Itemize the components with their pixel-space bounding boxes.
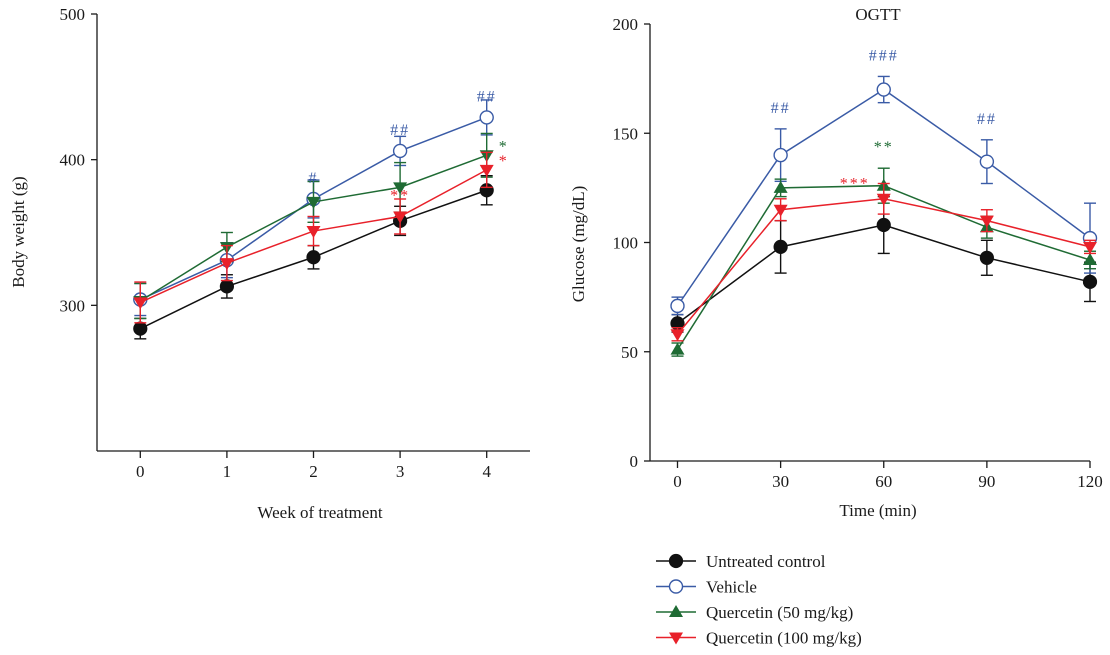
data-point bbox=[670, 342, 685, 355]
legend-item: Quercetin (50 mg/kg) bbox=[656, 603, 853, 622]
legend-label: Quercetin (50 mg/kg) bbox=[706, 603, 853, 622]
y-tick-label: 100 bbox=[613, 234, 639, 253]
significance-label: ## bbox=[477, 88, 497, 105]
data-point bbox=[393, 211, 408, 224]
data-point bbox=[773, 180, 788, 193]
y-tick-label: 500 bbox=[60, 5, 86, 24]
x-tick-label: 30 bbox=[772, 472, 789, 491]
data-point bbox=[306, 196, 321, 209]
legend-item: Untreated control bbox=[656, 552, 826, 571]
data-point bbox=[479, 164, 494, 177]
legend-label: Untreated control bbox=[706, 552, 826, 571]
series-q100 bbox=[670, 182, 1097, 342]
data-point bbox=[979, 215, 994, 228]
x-axis-label: Time (min) bbox=[839, 501, 916, 520]
legend-marker bbox=[669, 605, 683, 617]
data-point bbox=[1083, 241, 1097, 254]
y-tick-label: 400 bbox=[60, 151, 86, 170]
x-tick-label: 2 bbox=[309, 462, 318, 481]
y-tick-label: 0 bbox=[630, 452, 639, 471]
legend-item: Vehicle bbox=[656, 578, 757, 597]
chart-title: OGTT bbox=[855, 5, 901, 24]
ogtt-chart: OGTT Time (min) Glucose (mg/dL) 0 50 100 15… bbox=[569, 5, 1103, 520]
data-point bbox=[133, 321, 148, 336]
data-point bbox=[393, 182, 408, 195]
body-weight-chart: Week of treatment Body weight (g) 300 400… bbox=[9, 5, 530, 522]
data-point bbox=[133, 297, 148, 310]
data-point bbox=[876, 193, 891, 206]
significance-label: *** bbox=[840, 175, 870, 192]
y-tick-label: 200 bbox=[613, 15, 639, 34]
significance-label: ## bbox=[390, 122, 410, 139]
significance-label: * bbox=[499, 138, 509, 155]
data-point bbox=[219, 279, 234, 294]
x-tick-label: 60 bbox=[875, 472, 892, 491]
data-point bbox=[306, 226, 321, 239]
data-point bbox=[876, 82, 891, 97]
legend-label: Quercetin (100 mg/kg) bbox=[706, 629, 862, 648]
data-point bbox=[670, 329, 685, 342]
significance-label: ## bbox=[771, 100, 791, 117]
legend-label: Vehicle bbox=[706, 578, 757, 597]
data-point bbox=[392, 143, 408, 159]
data-point bbox=[979, 250, 994, 265]
data-point bbox=[773, 204, 788, 217]
data-point bbox=[1083, 252, 1097, 265]
significance-label: ## bbox=[977, 111, 997, 128]
series-q100 bbox=[133, 151, 494, 324]
x-tick-label: 4 bbox=[482, 462, 491, 481]
data-point bbox=[1082, 274, 1098, 289]
series-vehicle bbox=[670, 75, 1098, 316]
legend-item: Quercetin (100 mg/kg) bbox=[656, 629, 862, 648]
legend-marker bbox=[669, 632, 683, 645]
data-point bbox=[876, 217, 891, 233]
x-tick-label: 3 bbox=[396, 462, 405, 481]
y-tick-label: 50 bbox=[621, 343, 638, 362]
y-tick-label: 150 bbox=[613, 124, 639, 143]
y-axis-label: Body weight (g) bbox=[9, 176, 28, 287]
x-tick-label: 90 bbox=[978, 472, 995, 491]
x-tick-label: 0 bbox=[136, 462, 145, 481]
data-point bbox=[773, 239, 788, 254]
significance-label: ** bbox=[390, 187, 410, 204]
legend: Untreated control Vehicle Quercetin (50 … bbox=[656, 552, 862, 648]
significance-label: * bbox=[499, 153, 509, 170]
x-axis-label: Week of treatment bbox=[257, 503, 382, 522]
legend-marker bbox=[668, 553, 684, 569]
data-point bbox=[670, 298, 685, 314]
y-tick-label: 300 bbox=[60, 296, 86, 315]
data-point bbox=[773, 147, 788, 163]
data-point bbox=[219, 258, 234, 271]
x-tick-label: 120 bbox=[1077, 472, 1103, 491]
data-point bbox=[979, 154, 995, 169]
x-tick-label: 1 bbox=[223, 462, 232, 481]
y-axis-label: Glucose (mg/dL) bbox=[569, 186, 588, 303]
data-point bbox=[479, 110, 494, 125]
significance-label: ** bbox=[874, 139, 894, 156]
significance-label: # bbox=[309, 170, 319, 187]
significance-label: ### bbox=[869, 47, 899, 64]
legend-marker bbox=[668, 579, 684, 594]
data-point bbox=[306, 250, 321, 265]
x-tick-label: 0 bbox=[673, 472, 682, 491]
